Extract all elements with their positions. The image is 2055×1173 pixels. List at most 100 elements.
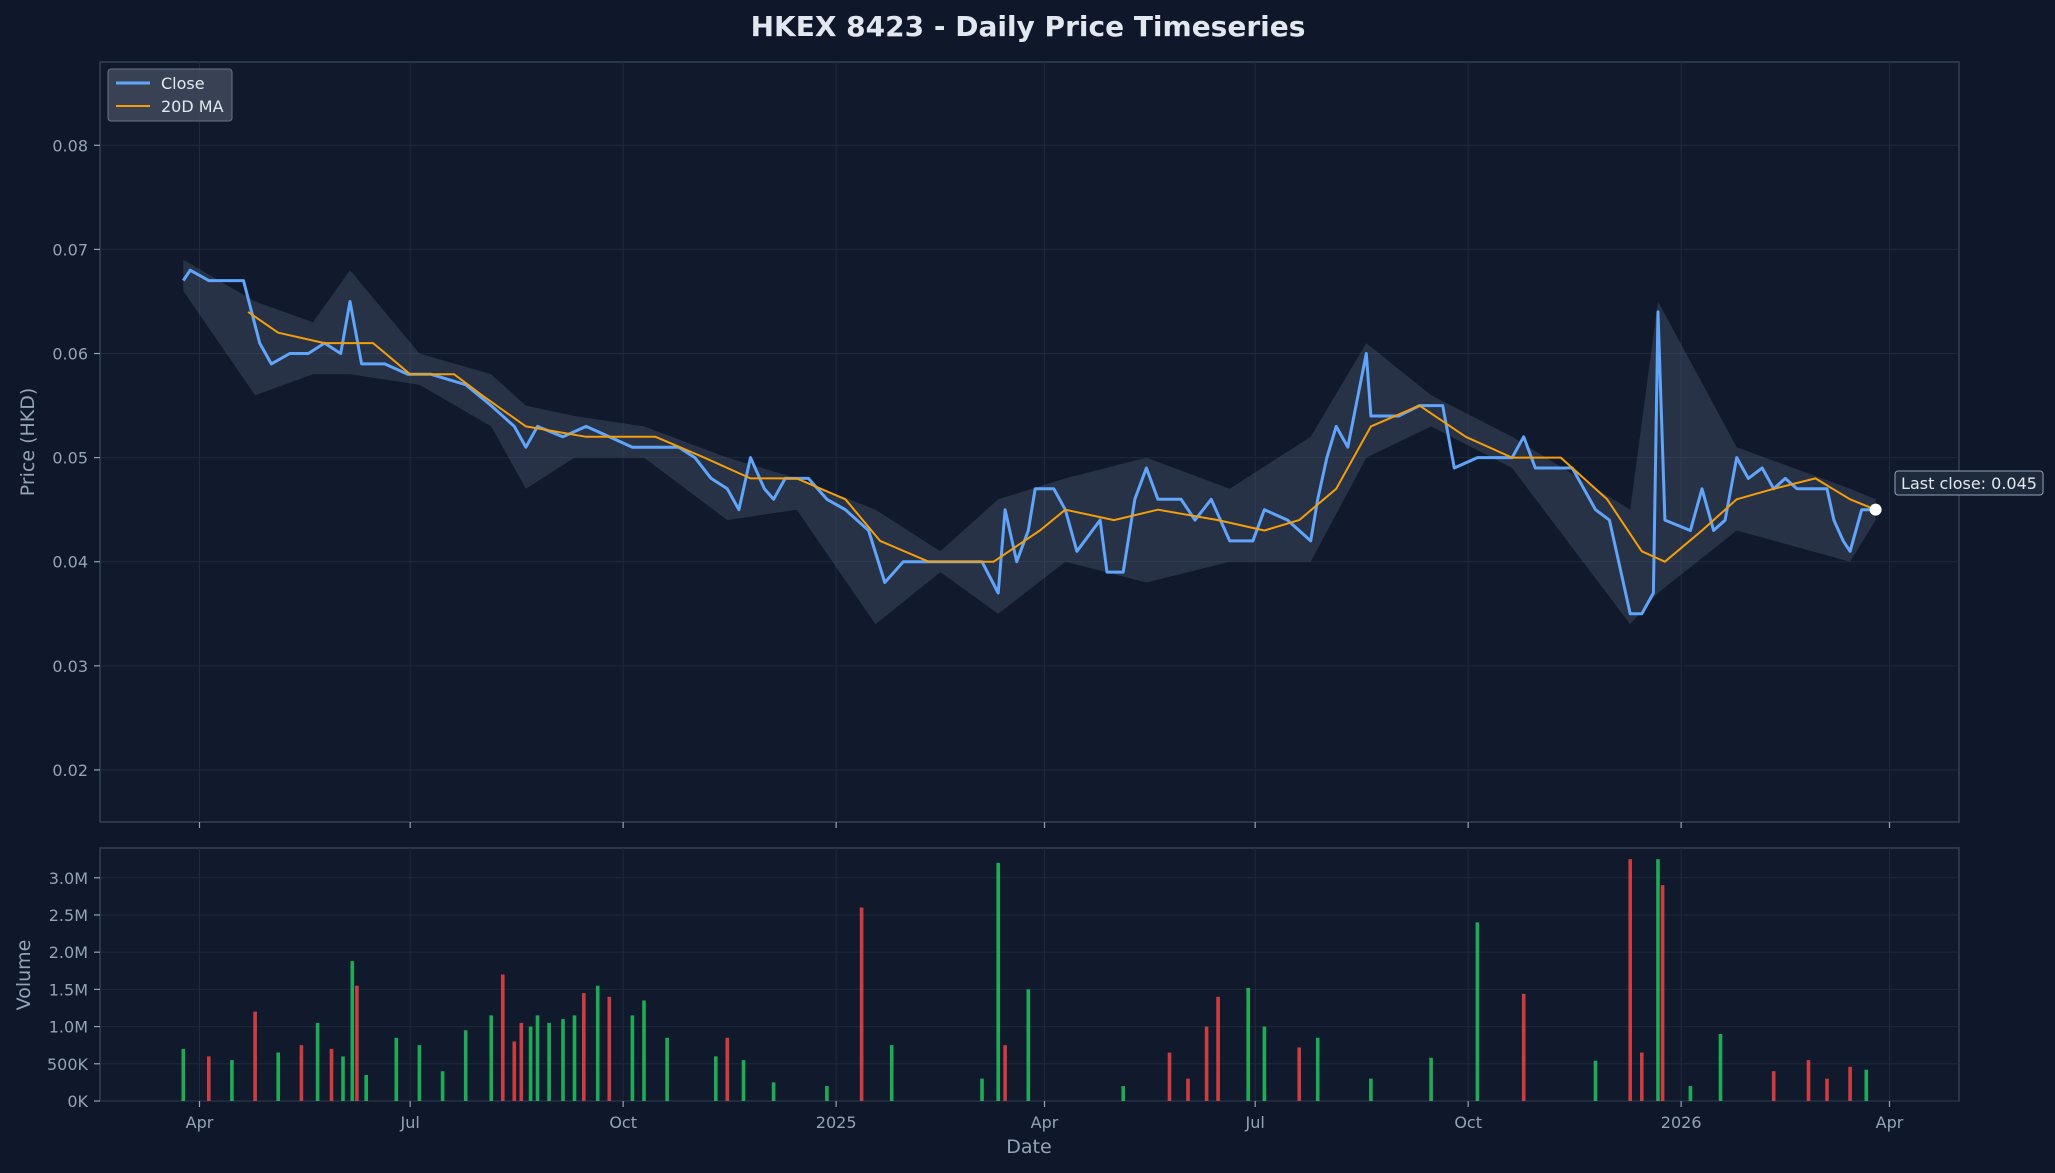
volume-bar-26 [595,985,600,1101]
volume-bar-40 [1003,1045,1007,1101]
price-y-tick-label-2: 0.04 [52,553,88,572]
volume-bar-57 [1640,1052,1644,1101]
price-y-tick-label-1: 0.03 [52,657,88,676]
x-tick-label-4: Apr [1031,1113,1059,1132]
x-tick-label-7: 2026 [1661,1113,1702,1132]
price-series-group [182,268,1876,616]
volume-bar-30 [665,1037,669,1102]
volume-bars [181,859,1869,1102]
volume-bar-17 [501,974,505,1101]
volume-bar-5 [299,1045,304,1101]
volume-bar-53 [1475,922,1480,1101]
price-y-tick-label-4: 0.06 [52,345,88,364]
volume-bar-8 [341,1056,345,1101]
volume-bar-55 [1593,1060,1598,1101]
volume-bar-41 [1026,989,1031,1101]
x-tick-label-1: Jul [400,1113,420,1132]
volume-bar-7 [329,1048,334,1101]
volume-bar-34 [771,1082,776,1101]
volume-y-tick-label-4: 2.0M [49,943,88,962]
volume-bar-9 [350,961,355,1101]
volume-bar-23 [561,1019,565,1101]
volume-bar-51 [1369,1078,1373,1101]
volume-y-tick-label-0: 0K [67,1092,88,1111]
volume-bar-38 [980,1078,984,1101]
volume-y-tick-label-1: 500K [47,1055,89,1074]
last-close-marker [1869,503,1882,516]
price-gridlines [100,62,1959,822]
price-y-tick-label-0: 0.02 [52,761,88,780]
price-y-axis-label: Price (HKD) [17,388,39,497]
volume-bar-49 [1297,1047,1301,1101]
volume-bar-12 [394,1037,399,1102]
volume-bar-66 [1864,1069,1869,1101]
volume-bar-29 [642,1000,646,1101]
price-y-tick-label-3: 0.05 [52,449,88,468]
volume-bar-46 [1216,996,1220,1101]
x-tick-label-3: 2025 [816,1113,857,1132]
volume-bar-22 [547,1022,551,1101]
volume-bar-11 [364,1075,368,1101]
volume-bar-35 [825,1086,829,1101]
volume-bar-36 [859,907,864,1101]
volume-bar-61 [1718,1034,1723,1101]
volume-bar-43 [1167,1052,1172,1101]
volume-bar-10 [355,985,359,1101]
x-tick-label-6: Oct [1454,1113,1482,1132]
volume-y-axis: 0K 500K 1.0M 1.5M 2.0M 2.5M 3.0M [47,869,100,1111]
x-tick-label-2: Oct [609,1113,637,1132]
volume-bar-15 [463,1030,468,1101]
last-close-annotation: Last close: 0.045 [1869,470,2044,516]
series-line-close [182,268,1876,616]
volume-bar-25 [582,993,586,1101]
volume-bar-45 [1204,1026,1209,1101]
volume-y-axis-label: Volume [13,940,35,1011]
volume-bar-4 [276,1052,280,1101]
annotation-label: Last close: 0.045 [1901,474,2037,493]
volume-bar-65 [1848,1066,1852,1101]
volume-bar-37 [889,1045,894,1101]
chart-title: HKEX 8423 - Daily Price Timeseries [751,10,1306,43]
volume-bar-50 [1315,1037,1320,1102]
volume-bar-24 [572,1015,577,1101]
volume-bar-63 [1806,1060,1811,1101]
x-tick-label-8: Apr [1876,1113,1904,1132]
volume-bar-31 [714,1056,718,1101]
volume-y-tick-label-5: 2.5M [49,906,88,925]
volume-y-tick-label-3: 1.5M [49,980,88,999]
volume-bar-20 [528,1026,533,1101]
volume-bar-58 [1656,859,1660,1101]
volume-bar-60 [1688,1086,1693,1101]
price-y-tick-label-6: 0.08 [52,136,88,155]
x-tick-label-5: Jul [1245,1113,1265,1132]
volume-bar-44 [1186,1078,1190,1101]
volume-bar-18 [512,1041,517,1101]
x-axis-label: Date [1006,1136,1051,1158]
price-y-tick-label-5: 0.07 [52,240,88,259]
volume-bar-28 [630,1015,635,1101]
volume-y-tick-label-6: 3.0M [49,869,88,888]
legend-label-ma: 20D MA [161,97,224,116]
volume-bar-3 [253,1011,257,1101]
volume-bar-52 [1429,1057,1433,1101]
legend-label-close: Close [161,74,205,93]
volume-bar-1 [207,1056,211,1101]
legend: Close 20D MA [107,68,233,122]
volume-bar-39 [996,862,1000,1101]
volume-bar-2 [230,1060,234,1101]
volume-bar-6 [315,1022,320,1101]
volume-bar-47 [1246,987,1250,1101]
volume-bar-21 [535,1015,540,1101]
volume-bar-42 [1121,1086,1125,1101]
volume-bar-32 [725,1037,730,1102]
annotation-box [1894,470,2044,496]
x-axis: Apr Jul Oct 2025 Apr Jul Oct 2026 Apr [186,822,1904,1132]
volume-bar-48 [1262,1026,1267,1101]
volume-bar-0 [181,1048,186,1101]
volume-bar-64 [1825,1078,1829,1101]
volume-bar-27 [607,996,612,1101]
volume-bar-54 [1521,993,1526,1101]
x-tick-label-0: Apr [186,1113,214,1132]
volume-bar-59 [1660,885,1665,1101]
